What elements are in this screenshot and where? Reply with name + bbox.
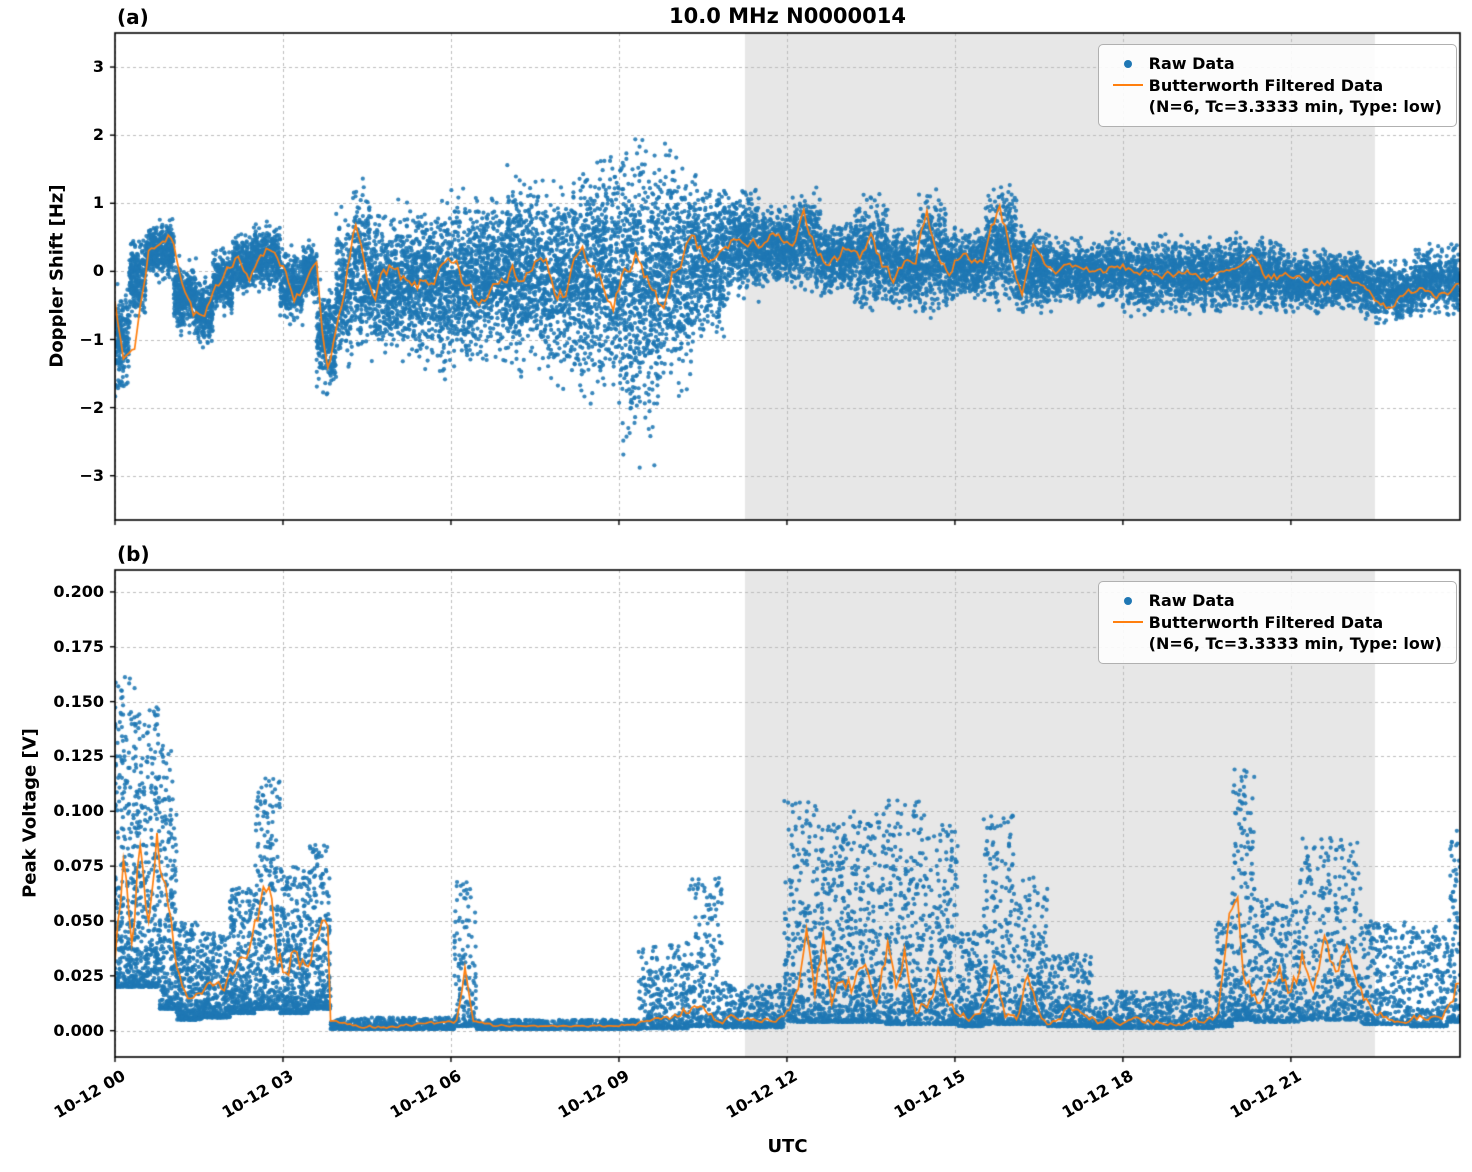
figure-canvas bbox=[0, 0, 1472, 1172]
